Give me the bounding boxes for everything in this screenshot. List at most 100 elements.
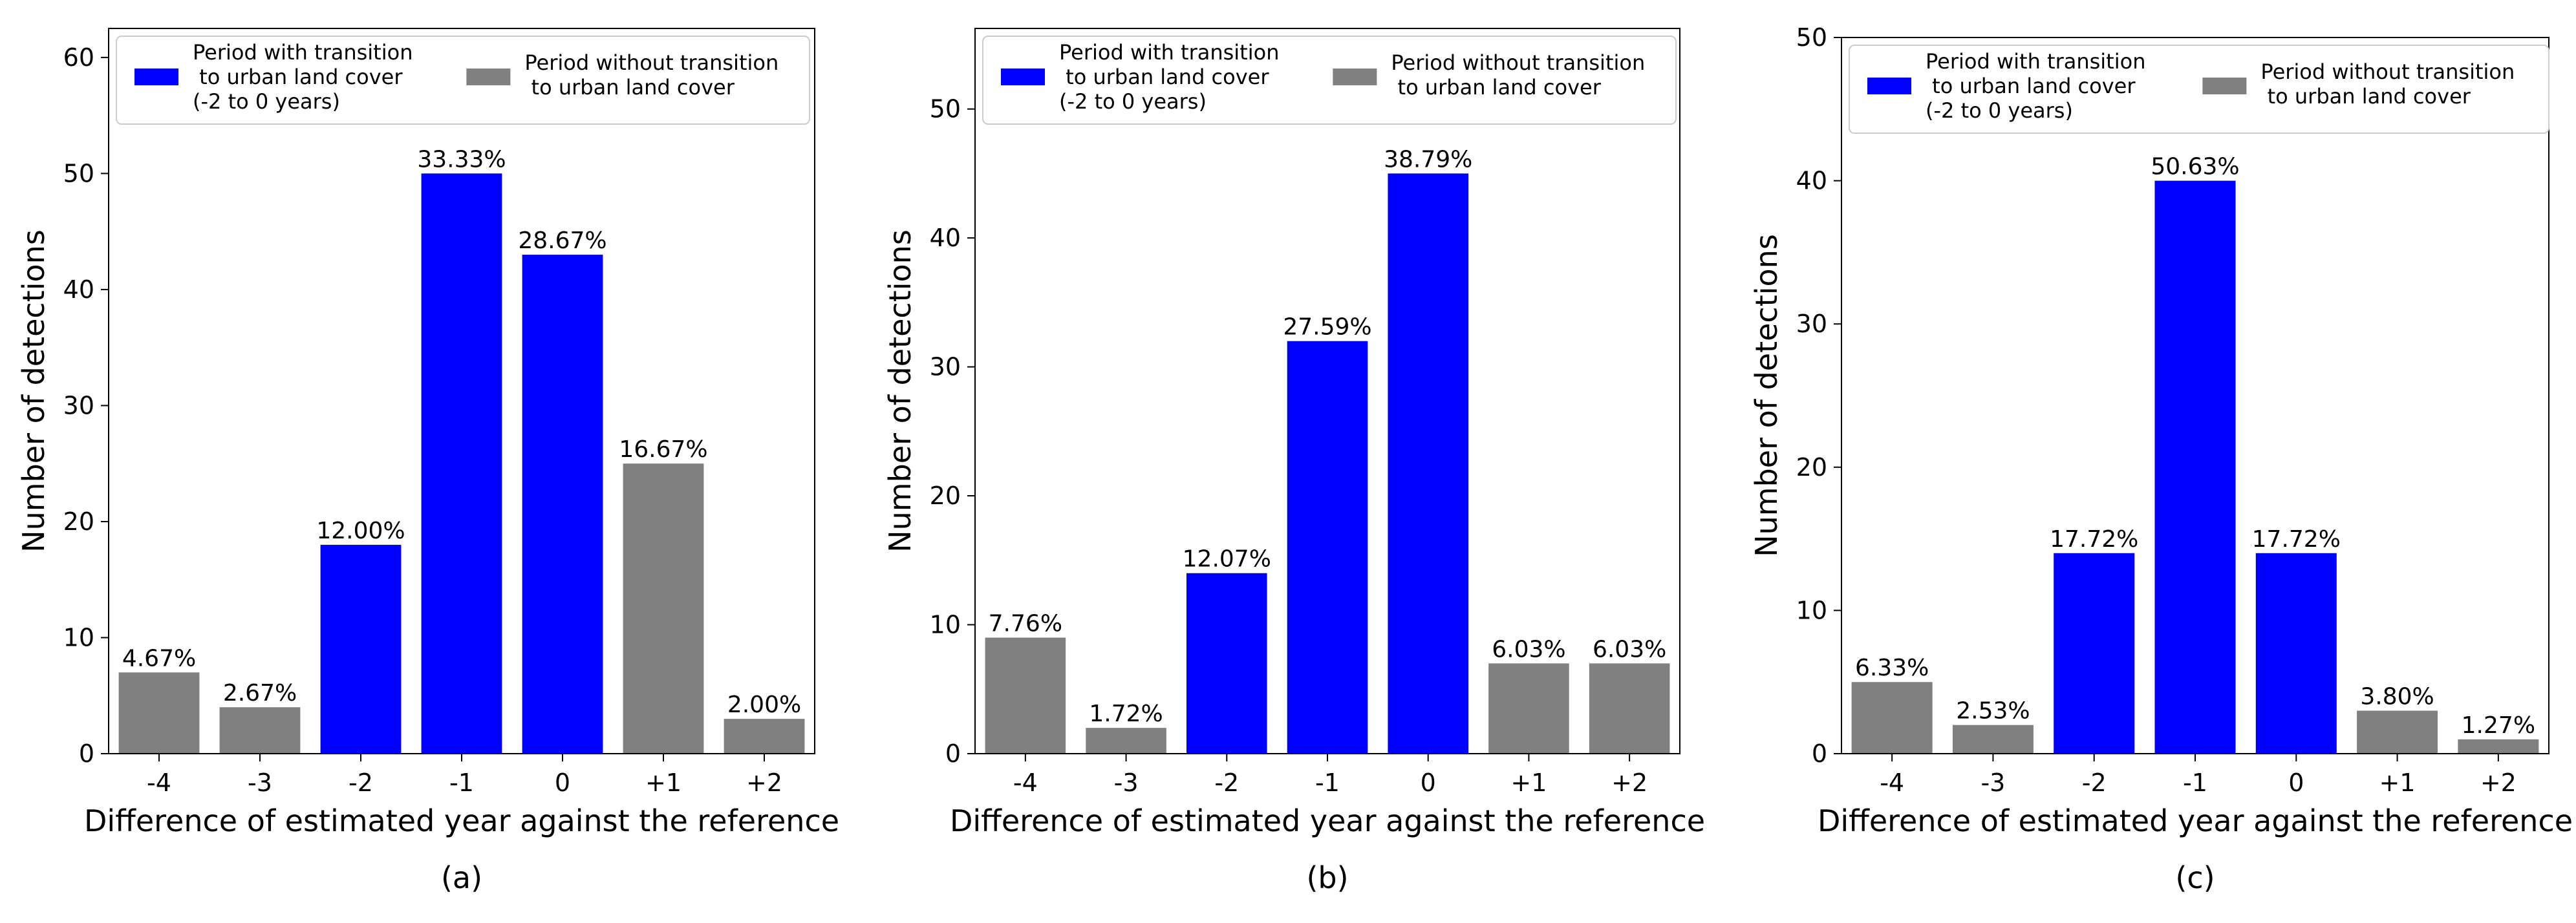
legend-label-transition: to urban land cover: [193, 65, 403, 89]
bar-percent-label: 6.03%: [1492, 636, 1565, 663]
bar-3-1: [1851, 682, 1933, 754]
y-tick-label: 50: [930, 95, 961, 123]
legend-label-transition: to urban land cover: [1926, 74, 2136, 98]
panel-label: (c): [2175, 860, 2215, 895]
y-tick-label: 0: [1812, 739, 1827, 768]
legend: Period with transition to urban land cov…: [982, 36, 1677, 125]
y-tick-label: 20: [63, 507, 94, 536]
legend-label-transition: (-2 to 0 years): [1059, 89, 1207, 114]
legend-swatch-no-transition: [1333, 69, 1377, 85]
bar-2-3: [1186, 573, 1267, 754]
x-tick-label: -3: [248, 769, 272, 797]
legend-box: [116, 36, 810, 125]
y-tick-label: 60: [63, 43, 94, 72]
legend-label-transition: Period with transition: [1926, 49, 2145, 74]
y-tick-label: 40: [930, 224, 961, 252]
x-tick-label: +1: [1510, 769, 1547, 797]
y-tick-label: 0: [79, 739, 94, 768]
bar-percent-label: 16.67%: [619, 436, 707, 463]
y-tick-label: 50: [63, 159, 94, 187]
x-axis-label: Difference of estimated year against the…: [1818, 803, 2573, 838]
y-tick-label: 40: [63, 275, 94, 304]
legend-swatch-transition: [1001, 69, 1045, 85]
bar-2-7: [1589, 663, 1670, 754]
chart-panel-2: 7.76% -4 1.72% -3 12.07% -2 27.59% -1 38.79% 0 6.0…: [883, 28, 1705, 895]
panel-label: (a): [441, 860, 482, 895]
bar-1-4: [421, 173, 502, 754]
legend-label-no-transition: Period without transition: [2260, 59, 2515, 84]
x-tick-label: -4: [147, 769, 171, 797]
y-tick-label: 0: [945, 739, 961, 768]
y-tick-label: 40: [1796, 167, 1827, 195]
bar-percent-label: 12.07%: [1183, 546, 1271, 573]
y-axis-label: Number of detections: [883, 229, 918, 553]
bar-1-1: [118, 672, 200, 754]
legend-swatch-no-transition: [466, 69, 511, 85]
x-tick-label: -4: [1880, 769, 1904, 797]
y-tick-label: 10: [930, 611, 961, 639]
bar-3-7: [2458, 739, 2539, 754]
legend-label-no-transition: to urban land cover: [524, 75, 735, 100]
bar-percent-label: 1.27%: [2462, 712, 2535, 739]
x-tick-label: -2: [349, 769, 373, 797]
legend-box: [982, 36, 1677, 125]
bar-2-6: [1488, 663, 1569, 754]
bar-2-1: [985, 637, 1066, 754]
legend: Period with transition to urban land cov…: [1849, 45, 2549, 134]
x-tick-label: -1: [2183, 769, 2207, 797]
bar-percent-label: 7.76%: [989, 610, 1062, 637]
chart-panel-3: 6.33% -4 2.53% -3 17.72% -2 50.63% -1 17.72% 0 3.8…: [1749, 23, 2573, 895]
x-tick-label: -3: [1114, 769, 1139, 797]
bar-percent-label: 2.53%: [1956, 698, 2030, 725]
panel-label: (b): [1306, 860, 1348, 895]
bar-percent-label: 3.80%: [2360, 684, 2434, 710]
bar-1-2: [219, 707, 301, 754]
bar-2-4: [1287, 341, 1368, 754]
y-tick-label: 30: [1796, 310, 1827, 338]
bar-percent-label: 17.72%: [2050, 526, 2138, 553]
bar-percent-label: 6.33%: [1855, 655, 1929, 681]
bar-3-6: [2357, 710, 2438, 754]
x-tick-label: +2: [746, 769, 782, 797]
bar-2-2: [1086, 728, 1166, 754]
x-axis-label: Difference of estimated year against the…: [84, 803, 839, 838]
bar-percent-label: 38.79%: [1384, 146, 1472, 173]
bar-3-2: [1952, 725, 2034, 754]
plot-frame: [108, 28, 815, 754]
y-tick-label: 50: [1796, 23, 1827, 52]
bar-percent-label: 4.67%: [122, 645, 196, 672]
y-axis-label: Number of detections: [16, 229, 51, 553]
legend-label-no-transition: to urban land cover: [2260, 84, 2471, 109]
x-tick-label: 0: [1421, 769, 1436, 797]
legend-label-transition: to urban land cover: [1059, 65, 1269, 89]
x-tick-label: 0: [555, 769, 570, 797]
bar-percent-label: 50.63%: [2151, 154, 2239, 180]
x-tick-label: -1: [1315, 769, 1340, 797]
legend-label-transition: Period with transition: [1059, 40, 1279, 65]
bar-3-4: [2154, 180, 2236, 754]
legend-swatch-transition: [1867, 78, 1911, 94]
bar-percent-label: 6.03%: [1593, 636, 1666, 663]
bar-1-6: [623, 463, 704, 754]
legend-label-no-transition: to urban land cover: [1391, 75, 1601, 100]
bar-percent-label: 33.33%: [417, 146, 506, 173]
y-tick-label: 10: [63, 623, 94, 652]
y-tick-label: 30: [63, 391, 94, 419]
x-tick-label: +2: [2480, 769, 2517, 797]
plot-frame: [974, 28, 1680, 754]
legend-label-transition: Period with transition: [193, 40, 413, 65]
bar-percent-label: 17.72%: [2252, 526, 2341, 553]
x-tick-label: -3: [1980, 769, 2005, 797]
legend-label-transition: (-2 to 0 years): [193, 89, 340, 114]
x-tick-label: +2: [1611, 769, 1648, 797]
chart-panel-1: 4.67% -4 2.67% -3 12.00% -2 33.33% -1 28.67% 0 16.…: [16, 28, 839, 895]
x-tick-label: -2: [2082, 769, 2107, 797]
y-tick-label: 10: [1796, 596, 1827, 624]
y-tick-label: 30: [930, 353, 961, 381]
legend-swatch-transition: [134, 69, 178, 85]
y-tick-label: 20: [1796, 453, 1827, 482]
bar-1-5: [522, 255, 603, 754]
bar-percent-label: 1.72%: [1089, 701, 1163, 727]
